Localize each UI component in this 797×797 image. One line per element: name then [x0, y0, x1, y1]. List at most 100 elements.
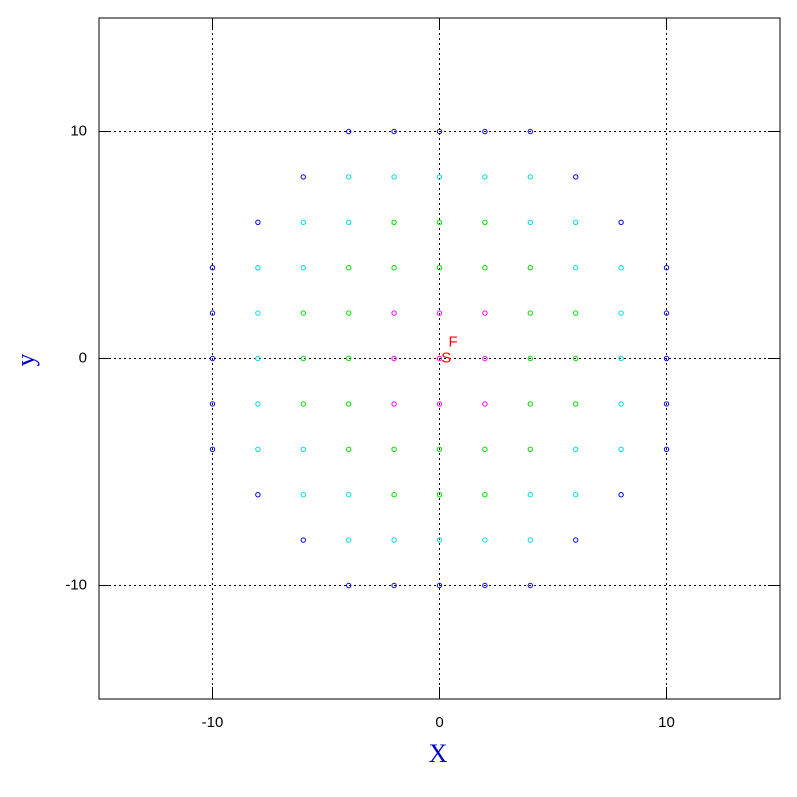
point [300, 537, 306, 543]
point [300, 219, 306, 226]
point [436, 537, 443, 543]
point [482, 446, 488, 452]
point [527, 219, 533, 226]
point [300, 446, 306, 452]
point [436, 128, 443, 135]
point [346, 128, 352, 135]
point [255, 310, 261, 316]
point [618, 492, 624, 498]
point [573, 355, 579, 362]
point [573, 446, 579, 452]
point [527, 492, 533, 498]
point [482, 219, 488, 226]
point [436, 446, 443, 452]
point [618, 355, 624, 362]
point [255, 355, 261, 362]
point [391, 219, 397, 226]
point [391, 446, 397, 452]
point [527, 537, 533, 543]
point [346, 492, 352, 498]
point [391, 355, 397, 362]
point [482, 265, 488, 271]
x-axis-label: X [429, 739, 448, 768]
point [391, 174, 397, 180]
point [300, 174, 306, 180]
point [663, 355, 670, 362]
point [618, 446, 624, 452]
point [663, 265, 670, 271]
point [527, 128, 533, 135]
point [255, 401, 261, 407]
point [436, 265, 443, 271]
point [527, 174, 533, 180]
point [618, 265, 624, 271]
point [346, 355, 352, 362]
point [482, 310, 488, 316]
point [346, 174, 352, 180]
point [255, 492, 261, 498]
point [618, 219, 624, 226]
point [346, 401, 352, 407]
point [391, 265, 397, 271]
point [527, 310, 533, 316]
point [436, 492, 443, 498]
point [346, 446, 352, 452]
point [436, 174, 443, 180]
point [436, 219, 443, 226]
point [346, 265, 352, 271]
y-tick-label: 10 [70, 122, 87, 139]
annotation: F [449, 334, 458, 351]
point [573, 401, 579, 407]
point [573, 219, 579, 226]
point [436, 310, 443, 316]
point [391, 537, 397, 543]
point [573, 492, 579, 498]
point [618, 310, 624, 316]
point [391, 582, 397, 589]
point [346, 537, 352, 543]
point [527, 265, 533, 271]
x-tick-label: 0 [435, 714, 443, 731]
point [573, 174, 579, 180]
point [209, 401, 216, 407]
point [300, 265, 306, 271]
point [663, 310, 670, 316]
point [209, 355, 216, 362]
point [391, 492, 397, 498]
point [527, 446, 533, 452]
point [527, 355, 533, 362]
point [482, 128, 488, 135]
point [391, 310, 397, 316]
point [663, 401, 670, 407]
point [482, 174, 488, 180]
point [346, 582, 352, 589]
point [436, 355, 443, 362]
point [300, 310, 306, 316]
point [663, 446, 670, 452]
point [482, 582, 488, 589]
point [573, 310, 579, 316]
y-tick-label: 0 [79, 349, 87, 366]
point [300, 401, 306, 407]
point [209, 310, 216, 316]
point [346, 310, 352, 316]
annotation: S [441, 349, 451, 366]
point [482, 401, 488, 407]
point [527, 401, 533, 407]
point [573, 265, 579, 271]
point [255, 219, 261, 226]
x-tick-label: 10 [658, 714, 675, 731]
point [618, 401, 624, 407]
y-axis-label: y [11, 354, 40, 367]
point [255, 446, 261, 452]
point [436, 582, 443, 589]
y-tick-label: -10 [65, 576, 87, 593]
point [391, 128, 397, 135]
point [209, 446, 216, 452]
point [482, 537, 488, 543]
point [300, 492, 306, 498]
point [482, 355, 488, 362]
point [300, 355, 306, 362]
point [436, 401, 443, 407]
